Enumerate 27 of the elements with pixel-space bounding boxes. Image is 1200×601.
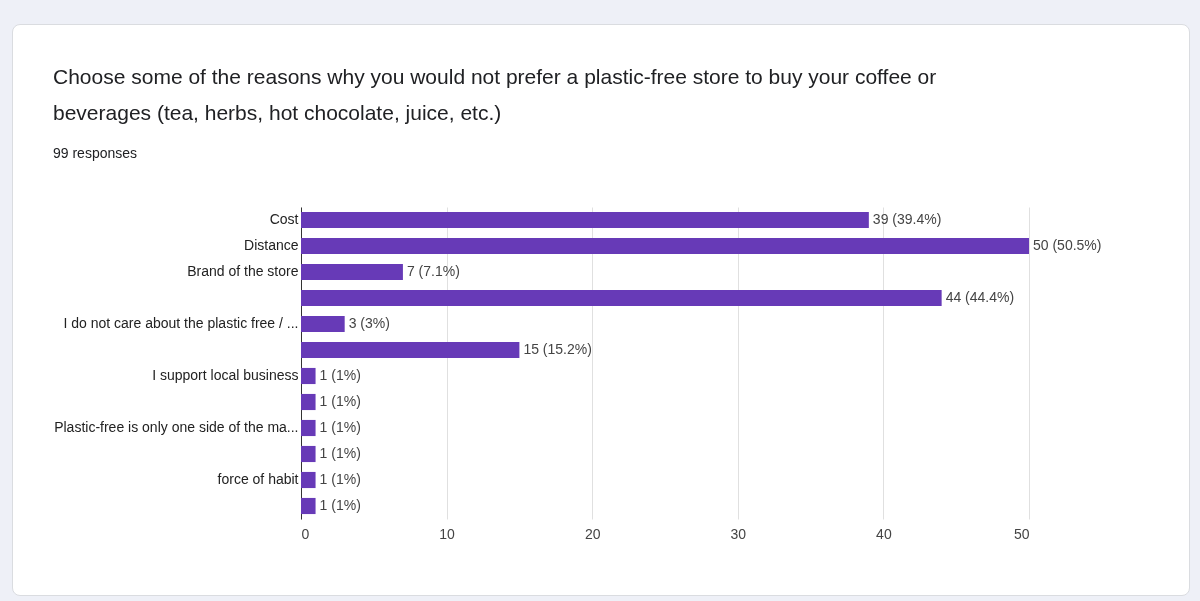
y-tick-label: force of habit [217,471,299,487]
x-tick-label: 30 [730,525,747,542]
y-tick-label: Cost [269,211,299,227]
y-tick-label: Brand of the store [187,263,299,279]
x-tick-label: 0 [301,525,310,542]
data-label: 1 (1%) [319,445,361,461]
x-tick-label: 20 [584,525,601,542]
data-label: 39 (39.4%) [872,211,942,227]
data-label: 1 (1%) [319,393,361,409]
text: 99 responses [53,145,138,161]
y-tick-label: Distance [244,237,299,253]
y-tick-label: Plastic-free is only one side of the ma... [54,419,299,435]
data-label: 1 (1%) [319,471,361,487]
data-label: 1 (1%) [319,367,361,383]
data-label: 50 (50.5%) [1033,237,1102,253]
data-label: 3 (3%) [348,315,390,331]
data-label: 1 (1%) [319,419,361,435]
data-label: 7 (7.1%) [406,263,460,279]
data-label: 15 (15.2%) [523,341,592,357]
chart-title: Choose some of the reasons why you would not prefer a plastic-free store to buy your coffee or beverages (tea, herbs, hot chocolate, juice, etc.) [53,64,938,126]
x-tick-label: 10 [439,525,456,542]
x-tick-label: 50 [1013,525,1030,542]
data-label: 44 (44.4%) [945,289,1015,305]
data-label: 1 (1%) [319,497,361,513]
y-tick-label: I do not care about the plastic free / ... [63,315,299,331]
y-tick-label: I support local business [152,367,299,383]
x-tick-label: 40 [876,525,892,542]
